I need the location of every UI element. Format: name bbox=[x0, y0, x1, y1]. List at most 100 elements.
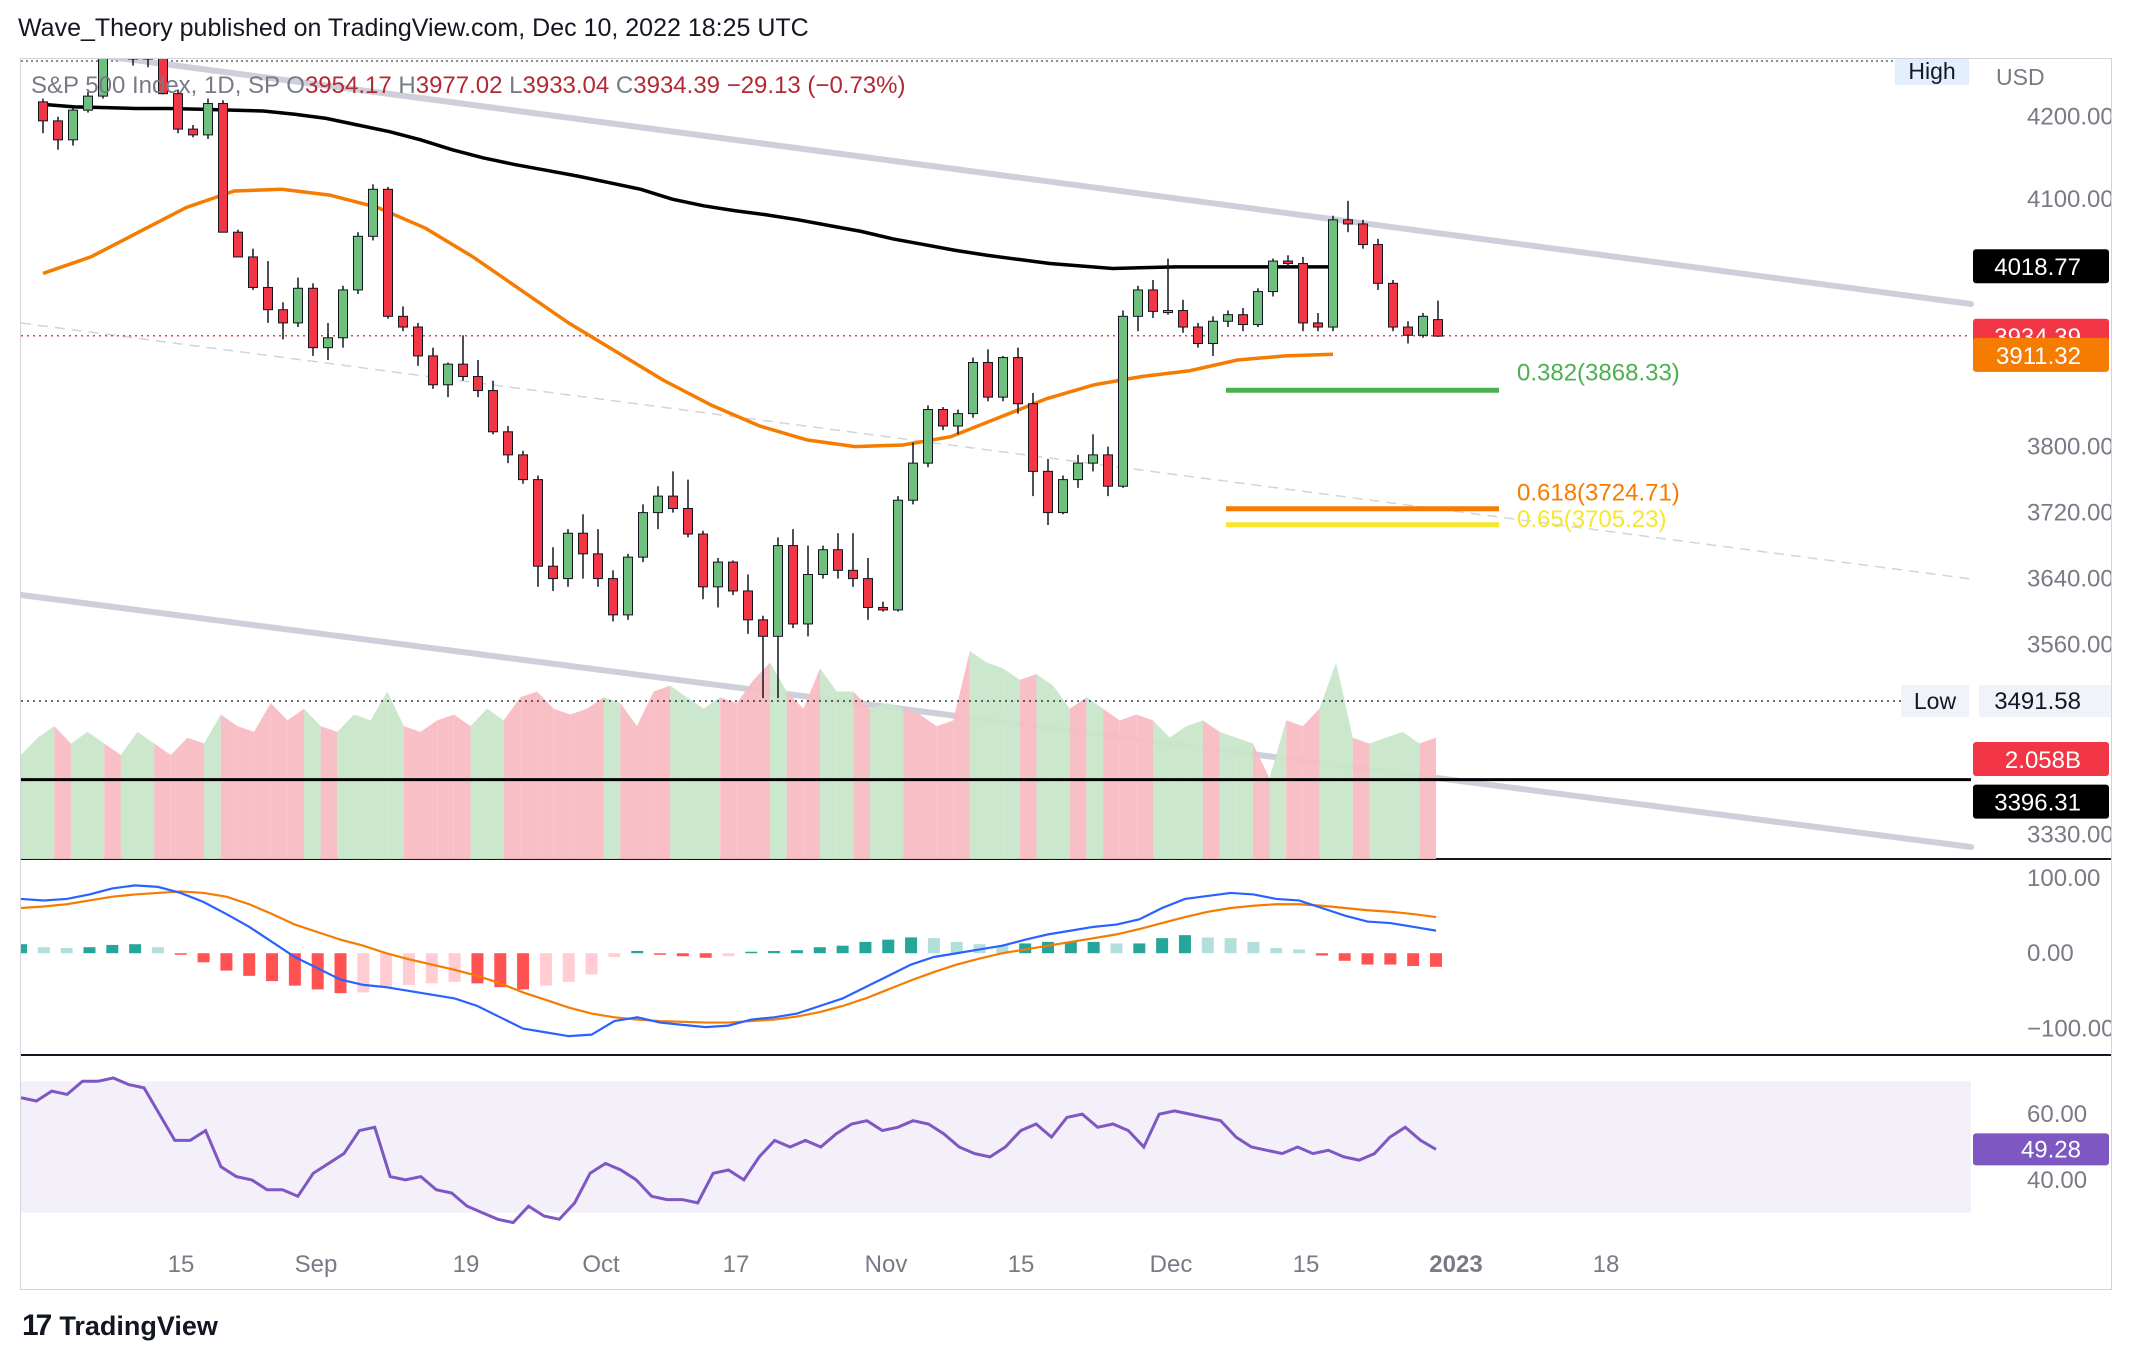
volume-area-segment bbox=[403, 726, 421, 859]
candle-body bbox=[908, 462, 918, 501]
candle-body bbox=[653, 495, 663, 514]
candle-body bbox=[1028, 403, 1038, 472]
ma200-line bbox=[42, 102, 1333, 271]
volume-area-segment bbox=[1036, 674, 1054, 859]
candle-body bbox=[473, 376, 483, 392]
candle-body bbox=[353, 235, 363, 291]
candle-body bbox=[1043, 470, 1053, 514]
volume-area-segment bbox=[137, 731, 155, 859]
candle-body bbox=[248, 256, 258, 288]
volume-area-segment bbox=[453, 714, 471, 859]
candle-body bbox=[953, 413, 963, 427]
volume-area-segment bbox=[437, 714, 454, 859]
candle-body bbox=[608, 578, 618, 616]
macd-histogram-bar bbox=[790, 950, 803, 954]
macd-histogram-bar bbox=[380, 953, 393, 988]
volume-area-segment bbox=[836, 691, 854, 859]
macd-histogram-bar bbox=[539, 953, 552, 986]
price-tag bbox=[1973, 337, 2109, 372]
macd-histogram-bar bbox=[699, 953, 712, 958]
low-value-badge bbox=[1979, 684, 2111, 717]
macd-histogram-bar bbox=[1064, 941, 1077, 954]
volume-area-segment bbox=[1119, 714, 1137, 859]
macd-histogram-bar bbox=[1361, 953, 1374, 965]
macd-histogram-bar bbox=[174, 953, 187, 955]
macd-histogram-bar bbox=[996, 945, 1009, 954]
time-axis-tick: Nov bbox=[865, 1251, 908, 1278]
macd-axis-tick: −100.00 bbox=[2027, 1016, 2111, 1043]
macd-histogram-bar bbox=[1270, 947, 1283, 954]
time-axis-tick: 15 bbox=[1008, 1251, 1035, 1278]
macd-histogram-bar bbox=[151, 947, 164, 954]
candle-body bbox=[413, 326, 423, 357]
macd-histogram-bar bbox=[1430, 953, 1442, 967]
macd-histogram-bar bbox=[243, 953, 256, 976]
macd-histogram-bar bbox=[1407, 953, 1420, 967]
candle-body bbox=[83, 95, 93, 111]
chart-canvas[interactable]: 0.382(3868.33) 0.618(3724.71)0.65(3705.23… bbox=[21, 59, 2111, 1289]
tradingview-brand: TradingView bbox=[59, 1310, 218, 1341]
time-axis-tick: 18 bbox=[1593, 1251, 1620, 1278]
volume-area-segment bbox=[553, 708, 571, 859]
candle-body bbox=[1013, 357, 1023, 405]
price-tag-label: 3911.32 bbox=[1996, 343, 2081, 370]
candle-body bbox=[578, 532, 588, 555]
macd-histogram-bar bbox=[1247, 941, 1260, 954]
macd-histogram-bar bbox=[60, 947, 73, 954]
macd-histogram-bar bbox=[1384, 953, 1397, 965]
candle-body bbox=[863, 578, 873, 608]
macd-histogram-bar bbox=[425, 953, 438, 984]
candle-body bbox=[98, 59, 108, 97]
candle-body bbox=[1373, 244, 1383, 284]
macd-histogram-bar bbox=[1224, 938, 1237, 954]
candle-body bbox=[1418, 315, 1428, 336]
macd-histogram-bar bbox=[859, 941, 872, 954]
chart-frame[interactable]: 0.382(3868.33) 0.618(3724.71) 0.65(3705.23… bbox=[20, 58, 2112, 1290]
volume-area-segment bbox=[653, 685, 671, 859]
volume-area-segment bbox=[1236, 737, 1253, 859]
candle-body bbox=[458, 363, 468, 378]
macd-histogram-bar bbox=[836, 945, 849, 954]
candle-body bbox=[1133, 289, 1143, 317]
volume-area-segment bbox=[670, 685, 687, 859]
macd-histogram-bar bbox=[608, 953, 621, 957]
volume-area-segment bbox=[320, 726, 338, 859]
volume-area-segment bbox=[853, 691, 870, 859]
volume-area-segment bbox=[1136, 714, 1153, 859]
candle-body bbox=[1118, 315, 1128, 487]
candle-body bbox=[158, 59, 168, 95]
macd-histogram-bar bbox=[288, 953, 301, 986]
candle-body bbox=[638, 512, 648, 558]
macd-histogram-bar bbox=[1201, 937, 1214, 954]
time-axis-tick: 15 bbox=[168, 1251, 195, 1278]
time-axis-tick: Sep bbox=[295, 1251, 338, 1278]
candle-body bbox=[263, 286, 273, 311]
price-tag-label: 4018.77 bbox=[1994, 254, 2081, 281]
candle-body bbox=[818, 549, 828, 575]
time-axis-tick: 19 bbox=[453, 1251, 480, 1278]
macd-histogram-bar bbox=[813, 947, 826, 954]
volume-area-segment bbox=[1319, 662, 1337, 859]
macd-histogram-bar bbox=[37, 947, 50, 954]
high-badge-label: High bbox=[1908, 59, 1955, 84]
candle-body bbox=[218, 103, 228, 233]
macd-histogram-bar bbox=[220, 953, 233, 971]
candle-body bbox=[743, 590, 753, 621]
price-tag bbox=[1973, 784, 2109, 819]
channel-mid-dashed-line bbox=[21, 322, 1972, 580]
volume-area-segment bbox=[1336, 662, 1353, 859]
candle-body bbox=[398, 315, 408, 328]
candle-body bbox=[623, 556, 633, 616]
volume-area-segment bbox=[636, 691, 654, 859]
candle-body bbox=[1283, 260, 1293, 265]
candle-body bbox=[788, 545, 798, 625]
macd-histogram-bar bbox=[722, 953, 735, 957]
candle-body bbox=[428, 355, 438, 386]
volume-area-segment bbox=[803, 668, 821, 859]
volume-area-segment bbox=[1402, 731, 1420, 859]
price-tag-label: 3396.31 bbox=[1994, 790, 2081, 817]
macd-histogram-bar bbox=[1178, 935, 1191, 954]
candle-body bbox=[683, 507, 693, 535]
price-axis-tick: 3720.00 bbox=[2027, 500, 2111, 527]
candle-body bbox=[1223, 314, 1233, 322]
